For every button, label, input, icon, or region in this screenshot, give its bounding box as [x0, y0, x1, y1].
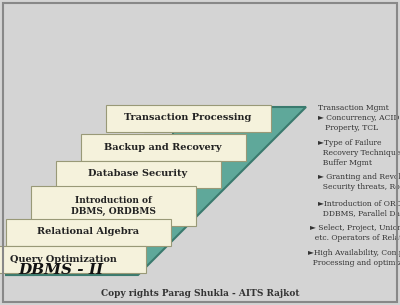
FancyBboxPatch shape	[6, 218, 170, 246]
Text: Query Optimization: Query Optimization	[10, 254, 116, 264]
Polygon shape	[5, 107, 306, 275]
Text: Introduction of
DBMS, ORDBMS: Introduction of DBMS, ORDBMS	[70, 196, 156, 216]
Text: Copy rights Parag Shukla - AITS Rajkot: Copy rights Parag Shukla - AITS Rajkot	[101, 289, 299, 297]
FancyBboxPatch shape	[0, 246, 146, 272]
FancyBboxPatch shape	[80, 134, 246, 160]
Text: ►High Availability, Complex query, query
  Processing and optimization: ►High Availability, Complex query, query…	[308, 249, 400, 267]
FancyBboxPatch shape	[106, 105, 270, 131]
Text: ► Granting and Revoking,
  Security threats, Roles: ► Granting and Revoking, Security threat…	[318, 173, 400, 191]
Text: Transaction Mgmt
► Concurrency, ACID
   Property, TCL: Transaction Mgmt ► Concurrency, ACID Pro…	[318, 104, 400, 132]
Text: ►Introduction of ORDBMS,
  DDBMS, Parallel Database: ►Introduction of ORDBMS, DDBMS, Parallel…	[318, 199, 400, 217]
FancyBboxPatch shape	[56, 160, 220, 188]
Text: Backup and Recovery: Backup and Recovery	[104, 142, 222, 152]
Text: Database Security: Database Security	[88, 170, 188, 178]
Text: ► Select, Project, Union, Intersection
  etc. Operators of Relational Algebra: ► Select, Project, Union, Intersection e…	[310, 224, 400, 242]
Text: DBMS - II: DBMS - II	[18, 263, 103, 277]
FancyBboxPatch shape	[30, 186, 196, 226]
Text: Relational Algebra: Relational Algebra	[37, 228, 139, 236]
Text: Transaction Processing: Transaction Processing	[124, 113, 252, 123]
Text: ►Type of Failure
  Recovery Technique,
  Buffer Mgmt: ►Type of Failure Recovery Technique, Buf…	[318, 139, 400, 167]
